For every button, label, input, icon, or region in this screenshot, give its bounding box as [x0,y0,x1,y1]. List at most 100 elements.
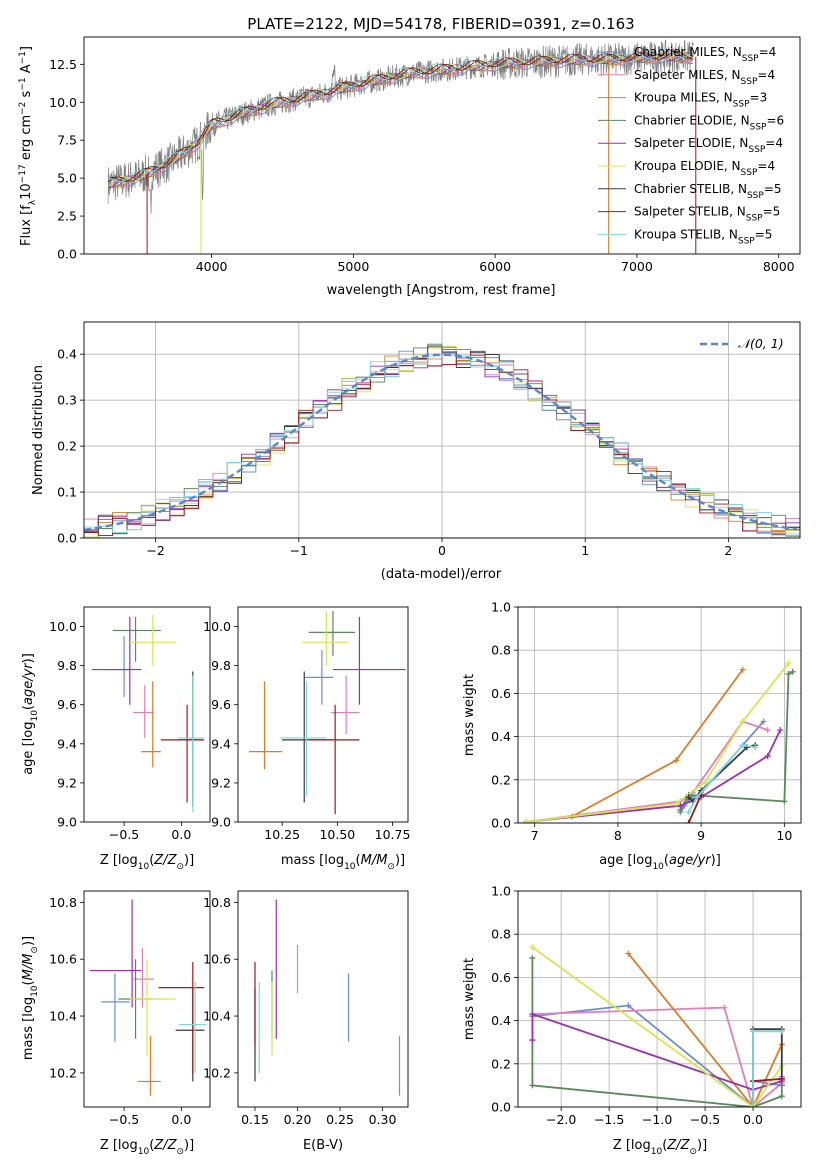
mass-weight-marker [789,668,796,675]
ebv-x-axis-label: E(B-V) [303,1138,343,1153]
y-tick-label: 0.2 [491,772,511,787]
y-tick-label: 0.4 [57,347,77,362]
mass_vs_Z-plot-area [89,899,207,1096]
mass-weight-marker [785,670,792,677]
mass-weight-marker [750,1028,757,1035]
x-tick-label: 8000 [763,259,795,274]
spectrum-legend: Chabrier MILES, NSSP=4 Salpeter MILES, NS… [598,45,784,246]
histogram-step [84,350,800,536]
mass-weight-marker [529,1037,536,1044]
x-tick-label: 0.15 [241,1112,269,1127]
mass-weight-marker [685,794,692,801]
spectrum-plot-area [107,39,697,254]
normal-curve [84,353,798,532]
mass-weight-marker [685,809,692,816]
histogram-step [84,346,800,533]
legend-entry-label: 𝒩(0, 1) [738,336,784,351]
legend-entry-label: Kroupa STELIB, NSSP=5 [634,227,772,246]
x-tick-label: 1 [581,543,589,558]
age_vs_Z-plot-area [92,614,205,813]
mass-weight-marker [781,798,788,805]
y-tick-label: 9.4 [57,736,77,751]
y-tick-label: 10.2 [49,1065,77,1080]
y-tick-label: 10.0 [49,95,77,110]
mass-weight-marker [685,820,692,823]
y-tick-label: 0.0 [57,247,77,262]
y-tick-label: 2.5 [57,209,77,224]
mass_weight_vs_age-plot-area [523,660,796,823]
mass_weight_vs_Z-plot-area [529,944,785,1107]
y-tick-label: 0.2 [57,439,77,454]
mass-weight-marker [721,1004,728,1011]
spectrum-model-line [107,51,694,187]
age_vs_mass-axes: 10.25 10.50 10.75 9.0 9.2 9.4 9.6 9.8 10.0 mass [… [203,606,411,872]
y-tick-label: 10.8 [203,895,231,910]
y-tick-label: 0.8 [491,927,511,942]
y-tick-label: 0.2 [491,1056,511,1071]
x-tick-label: −2.0 [546,1112,576,1127]
histogram-step [84,355,800,538]
y-tick-label: 1.0 [491,884,511,899]
mass-weight-marker [693,794,700,801]
age_vs_Z-frame [83,606,211,823]
mass-weight-line [752,1078,782,1082]
y-tick-label: 9.2 [57,775,77,790]
mass-y-axis-label: mass [log10(M/M⊙)] [21,936,40,1060]
y-tick-label: 10.0 [203,619,231,634]
y-tick-label: 0.6 [491,970,511,985]
spectrum-model-line [107,49,694,183]
age_vs_mass-plot-area [249,610,406,815]
spectrum-y-axis-label: Flux [fλ10−17 erg cm−2 s−1 A−1] [18,46,38,246]
y-tick-label: 10.2 [203,1065,231,1080]
mass_vs_EBV-frame [237,890,409,1108]
y-tick-label: 9.0 [211,815,231,830]
x-tick-label: 8 [614,828,622,843]
y-tick-label: 9.2 [211,775,231,790]
mass-weight-marker [752,744,759,751]
mass-weight-marker [777,727,784,734]
age-vs-Z-x-axis-label: Z [log10(Z/Z⊙)] [100,853,194,872]
mass_vs_EBV-axes: 0.15 0.20 0.25 0.30 10.2 10.4 10.6 10.8 E(B-V) [203,890,409,1153]
mass-weight-marker [778,1075,785,1082]
mass-weight-marker [778,1028,785,1035]
mass-weight-marker [529,954,536,961]
mass-weight-age-x-axis-label: age [log10(age/yr)] [599,853,721,872]
mass_weight_vs_age-y-axis-label: mass weight [462,674,477,756]
age_vs_Z-axes: −0.5 0.0 9.0 9.2 9.4 9.6 9.8 10.0 Z [log10(Z/Z⊙)… [21,606,211,872]
y-tick-label: 10.4 [203,1009,231,1024]
age-vs-mass-x-axis-label: mass [log10(M/M⊙)] [281,853,405,872]
age_vs_mass-frame [237,606,409,823]
mass-weight-marker [739,718,746,725]
mass_vs_Z-axes: −0.5 0.0 10.2 10.4 10.6 10.8 Z [log10(Z/Z⊙)] ma… [21,890,211,1157]
mass-vs-Z-x-axis-label: Z [log10(Z/Z⊙)] [100,1138,194,1157]
spectrum-x-axis-label: wavelength [Angstrom, rest frame] [327,283,556,298]
residual-y-axis-label: Normed distribution [31,365,46,495]
spectrum-frame [83,36,801,255]
legend-entry-label: Kroupa ELODIE, NSSP=4 [634,159,775,178]
mass-weight-marker [778,1093,785,1100]
x-tick-label: 7 [531,828,539,843]
mass-weight-marker [739,666,746,673]
mass-weight-line [627,953,783,1107]
legend-entry-label: Salpeter STELIB, NSSP=5 [634,205,780,224]
legend-entry-label: Salpeter ELODIE, NSSP=4 [634,136,783,155]
y-tick-label: 9.6 [57,697,77,712]
mass-weight-marker [702,778,709,785]
figure-title: PLATE=2122, MJD=54178, FIBERID=0391, z=0… [247,15,634,33]
legend-entry-label: Chabrier STELIB, NSSP=5 [634,182,782,201]
mass-weight-line [532,1006,783,1107]
mass-weight-marker [764,727,771,734]
mass-weight-marker [529,1011,536,1018]
x-tick-label: 2 [724,543,732,558]
mass-weight-marker [750,1104,757,1107]
x-tick-label: 0.0 [743,1112,763,1127]
x-tick-label: 5000 [337,259,369,274]
y-tick-label: 10.8 [49,895,77,910]
x-tick-label: 10.75 [375,827,411,842]
x-tick-label: −0.5 [690,1112,720,1127]
x-tick-label: 0.30 [369,1112,397,1127]
y-tick-label: 9.8 [211,658,231,673]
x-tick-label: 10 [776,828,792,843]
x-tick-label: 0.0 [171,1112,191,1127]
